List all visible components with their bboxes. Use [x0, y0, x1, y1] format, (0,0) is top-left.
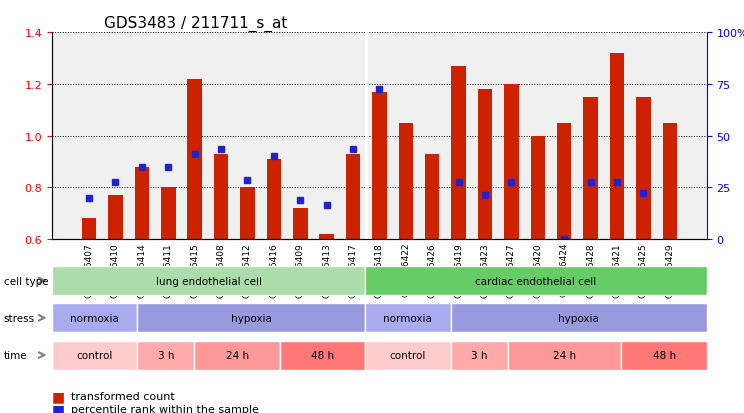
Bar: [161, 188, 176, 240]
Bar: [583, 97, 598, 240]
Bar: [266, 159, 281, 240]
Text: percentile rank within the sample: percentile rank within the sample: [71, 404, 259, 413]
Bar: [530, 136, 545, 240]
Text: stress: stress: [4, 313, 35, 323]
Text: 3 h: 3 h: [471, 350, 487, 360]
Bar: [135, 167, 149, 240]
Bar: [372, 93, 387, 240]
Text: 3 h: 3 h: [158, 350, 174, 360]
Bar: [662, 123, 677, 240]
Text: lung endothelial cell: lung endothelial cell: [155, 276, 262, 286]
Bar: [346, 154, 360, 240]
Text: hypoxia: hypoxia: [231, 313, 272, 323]
Text: ■: ■: [52, 389, 65, 404]
Text: cardiac endothelial cell: cardiac endothelial cell: [475, 276, 597, 286]
Text: time: time: [4, 350, 28, 360]
Bar: [636, 97, 651, 240]
Bar: [504, 85, 519, 240]
Text: transformed count: transformed count: [71, 392, 174, 401]
Bar: [108, 196, 123, 240]
Text: normoxia: normoxia: [383, 313, 432, 323]
Text: ■: ■: [52, 402, 65, 413]
Bar: [610, 54, 624, 240]
Bar: [187, 79, 202, 240]
Bar: [478, 90, 493, 240]
Text: control: control: [390, 350, 426, 360]
Text: 24 h: 24 h: [553, 350, 576, 360]
Bar: [319, 235, 334, 240]
Text: normoxia: normoxia: [71, 313, 119, 323]
Bar: [240, 188, 254, 240]
Bar: [399, 123, 413, 240]
Bar: [293, 209, 307, 240]
Text: cell type: cell type: [4, 276, 48, 286]
Bar: [452, 66, 466, 240]
Bar: [82, 219, 97, 240]
Bar: [425, 154, 440, 240]
Bar: [214, 154, 228, 240]
Text: hypoxia: hypoxia: [558, 313, 599, 323]
Text: 48 h: 48 h: [311, 350, 334, 360]
Text: GDS3483 / 211711_s_at: GDS3483 / 211711_s_at: [104, 16, 288, 32]
Text: 24 h: 24 h: [225, 350, 248, 360]
Text: 48 h: 48 h: [652, 350, 676, 360]
Text: control: control: [77, 350, 113, 360]
Bar: [557, 123, 571, 240]
